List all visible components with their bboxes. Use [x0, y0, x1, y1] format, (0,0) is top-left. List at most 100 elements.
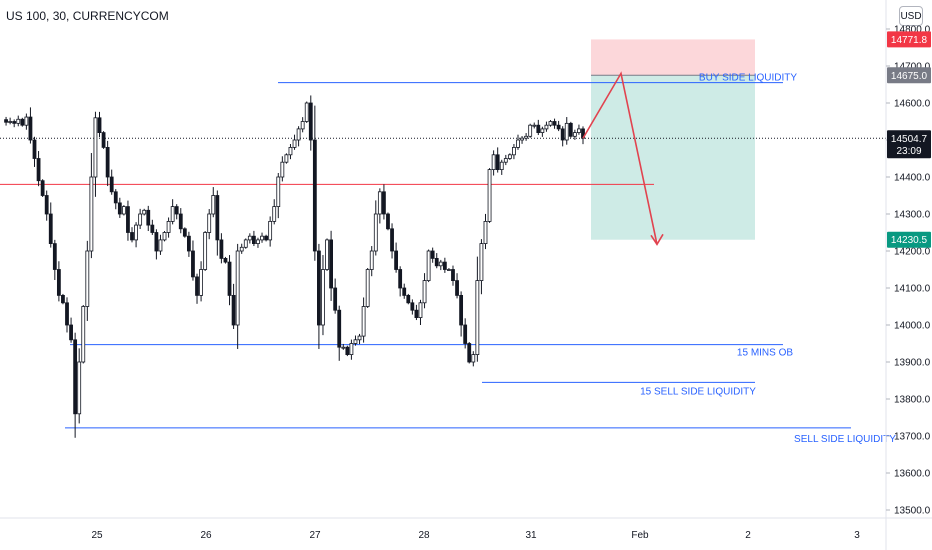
candle	[325, 239, 329, 270]
candle	[48, 213, 53, 245]
candle	[117, 202, 122, 215]
candle	[77, 361, 82, 415]
level-label: BUY SIDE LIQUIDITY	[699, 73, 798, 84]
candle	[572, 132, 577, 137]
candle	[256, 239, 260, 244]
candle	[447, 269, 451, 271]
projection-path[interactable]	[582, 71, 658, 245]
candle	[126, 206, 130, 233]
y-tick-label: 14400.0	[894, 173, 931, 184]
candle	[69, 324, 73, 341]
price-badge	[887, 231, 931, 248]
candle	[471, 354, 476, 363]
candle	[451, 269, 455, 282]
candle	[252, 235, 256, 244]
candle	[158, 239, 163, 252]
take-profit-zone[interactable]	[591, 75, 755, 240]
y-tick-label: 13800.0	[894, 395, 931, 406]
y-tick-label: 13600.0	[894, 469, 931, 480]
candle	[467, 343, 472, 363]
x-tick-label: Feb	[631, 530, 649, 541]
candle	[337, 309, 342, 348]
y-tick-label: 14300.0	[894, 210, 931, 221]
candle	[475, 280, 480, 356]
candle	[459, 294, 464, 326]
y-tick-label: 14600.0	[894, 99, 931, 110]
candle	[430, 250, 435, 259]
candle	[113, 191, 118, 204]
level-label: SELL SIDE LIQUIDITY	[794, 434, 896, 445]
projection-arrowhead	[650, 233, 664, 246]
candle	[186, 235, 191, 252]
candle	[231, 294, 236, 326]
candle	[377, 191, 382, 215]
candle	[65, 302, 69, 326]
candle	[544, 124, 549, 130]
y-tick-label: 14100.0	[894, 284, 931, 295]
y-tick-label: 14700.0	[894, 62, 931, 73]
candle	[199, 269, 203, 296]
candle	[357, 335, 362, 341]
candle	[361, 306, 366, 337]
candle	[8, 121, 13, 123]
candle	[390, 228, 394, 252]
price-badge	[887, 67, 931, 84]
candle	[97, 117, 102, 134]
candle	[207, 213, 212, 233]
candle	[507, 154, 512, 159]
candle	[146, 209, 151, 226]
price-badge-label: 14504.7	[891, 134, 928, 145]
stop-loss-zone[interactable]	[591, 39, 755, 76]
candle	[410, 302, 415, 311]
candle	[4, 119, 8, 123]
candle	[93, 117, 98, 178]
candle	[203, 232, 208, 270]
candle	[406, 294, 411, 304]
candle	[382, 191, 386, 215]
candle	[402, 287, 407, 296]
candle	[552, 121, 557, 126]
candle	[20, 118, 25, 126]
candle	[491, 154, 496, 171]
candle	[12, 121, 17, 124]
candle	[130, 232, 134, 241]
level-label: 15 SELL SIDE LIQUIDITY	[640, 386, 756, 397]
y-tick-label: 14800.0	[894, 25, 931, 36]
candle	[341, 346, 346, 349]
candle	[418, 302, 423, 318]
candle	[483, 220, 488, 244]
candle	[422, 280, 427, 304]
candle	[239, 246, 244, 252]
x-tick-label: 26	[200, 530, 212, 541]
candle	[166, 220, 171, 233]
candle	[121, 206, 126, 215]
candle	[556, 124, 561, 130]
candle	[81, 306, 86, 363]
y-tick-label: 13900.0	[894, 358, 931, 369]
candle	[223, 257, 228, 263]
candle	[308, 102, 313, 141]
candle	[548, 121, 553, 126]
symbol-title: US 100, 30, CURRENCYCOM	[6, 9, 169, 23]
candle	[56, 269, 61, 296]
candle	[560, 128, 565, 141]
candle	[44, 195, 49, 215]
candle	[134, 224, 138, 241]
candle	[40, 180, 45, 196]
candle	[292, 139, 297, 148]
candle	[317, 250, 321, 326]
price-badge-label: 14771.8	[891, 35, 928, 46]
currency-button[interactable]: USD	[899, 6, 923, 26]
x-tick-label: 25	[91, 530, 103, 541]
candle	[101, 132, 106, 148]
candle	[503, 158, 508, 163]
candle	[487, 169, 492, 222]
price-badge-label: 14675.0	[891, 71, 928, 82]
candle	[345, 346, 350, 356]
candle	[264, 235, 268, 241]
candle	[516, 139, 520, 148]
candle	[442, 261, 447, 270]
candle	[182, 228, 187, 237]
candle	[32, 139, 37, 159]
